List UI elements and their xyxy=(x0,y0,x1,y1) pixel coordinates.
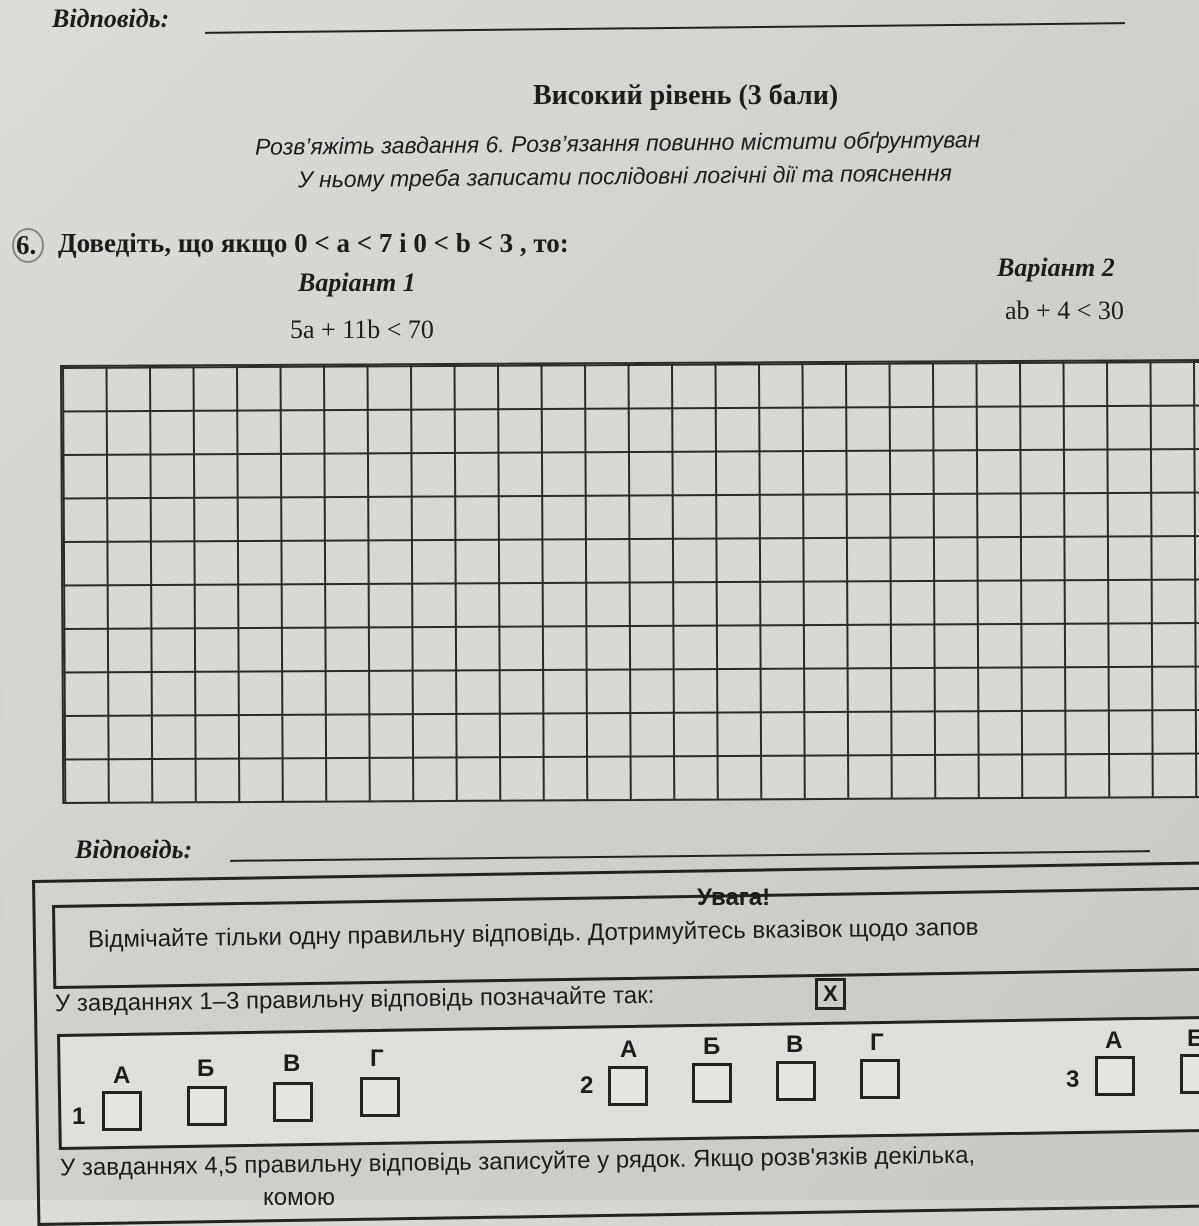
q1-option-label: Г xyxy=(370,1045,384,1072)
q3-number: 3 xyxy=(1066,1066,1080,1093)
q2-option-label: Г xyxy=(870,1029,884,1056)
task-number: 6. xyxy=(12,228,45,263)
q2-checkbox-b[interactable] xyxy=(692,1063,732,1103)
top-answer-label: Відповідь: xyxy=(52,4,170,33)
instruction-line-2: У ньому треба записати послідовні логічн… xyxy=(297,159,952,193)
q2-checkbox-v[interactable] xyxy=(776,1061,816,1101)
q2-number: 2 xyxy=(580,1072,594,1099)
q3-option-label: Б xyxy=(1187,1025,1199,1052)
notice-title: Увага! xyxy=(697,884,771,911)
q2-checkbox-g[interactable] xyxy=(860,1059,900,1099)
mark-example: X xyxy=(815,978,846,1010)
variant1-expression: 5a + 11b < 70 xyxy=(290,315,434,344)
q1-option-label: Б xyxy=(197,1055,215,1082)
top-answer-line[interactable] xyxy=(205,22,1125,34)
q1-option-label: В xyxy=(283,1050,301,1077)
q1-checkbox-g[interactable] xyxy=(360,1077,400,1117)
q1-option-label: А xyxy=(113,1062,131,1089)
q1-number: 1 xyxy=(72,1103,86,1130)
variant1-title: Варіант 1 xyxy=(298,268,416,297)
variant2-expression: ab + 4 < 30 xyxy=(1005,296,1124,325)
answer-label: Відповідь: xyxy=(75,835,193,864)
rule-2-continuation: комою xyxy=(263,1184,335,1211)
q1-checkbox-b[interactable] xyxy=(187,1086,227,1126)
q2-option-label: А xyxy=(620,1036,638,1063)
variant2-title: Варіант 2 xyxy=(997,253,1115,282)
section-title: Високий рівень (3 бали) xyxy=(533,80,839,111)
q3-option-label: А xyxy=(1105,1027,1123,1054)
q1-checkbox-a[interactable] xyxy=(102,1091,142,1131)
answer-line[interactable] xyxy=(230,850,1150,862)
answer-grid[interactable] xyxy=(60,358,1199,804)
q1-checkbox-v[interactable] xyxy=(273,1082,313,1122)
q3-checkbox-b[interactable] xyxy=(1180,1054,1199,1094)
q2-option-label: В xyxy=(786,1031,804,1058)
q2-option-label: Б xyxy=(703,1033,721,1060)
q3-checkbox-a[interactable] xyxy=(1095,1056,1135,1096)
task-text: Доведіть, що якщо 0 < a < 7 і 0 < b < 3 … xyxy=(58,228,569,258)
instruction-line-1: Розв’яжіть завдання 6. Розв’язання повин… xyxy=(254,126,981,160)
q2-checkbox-a[interactable] xyxy=(608,1066,648,1106)
